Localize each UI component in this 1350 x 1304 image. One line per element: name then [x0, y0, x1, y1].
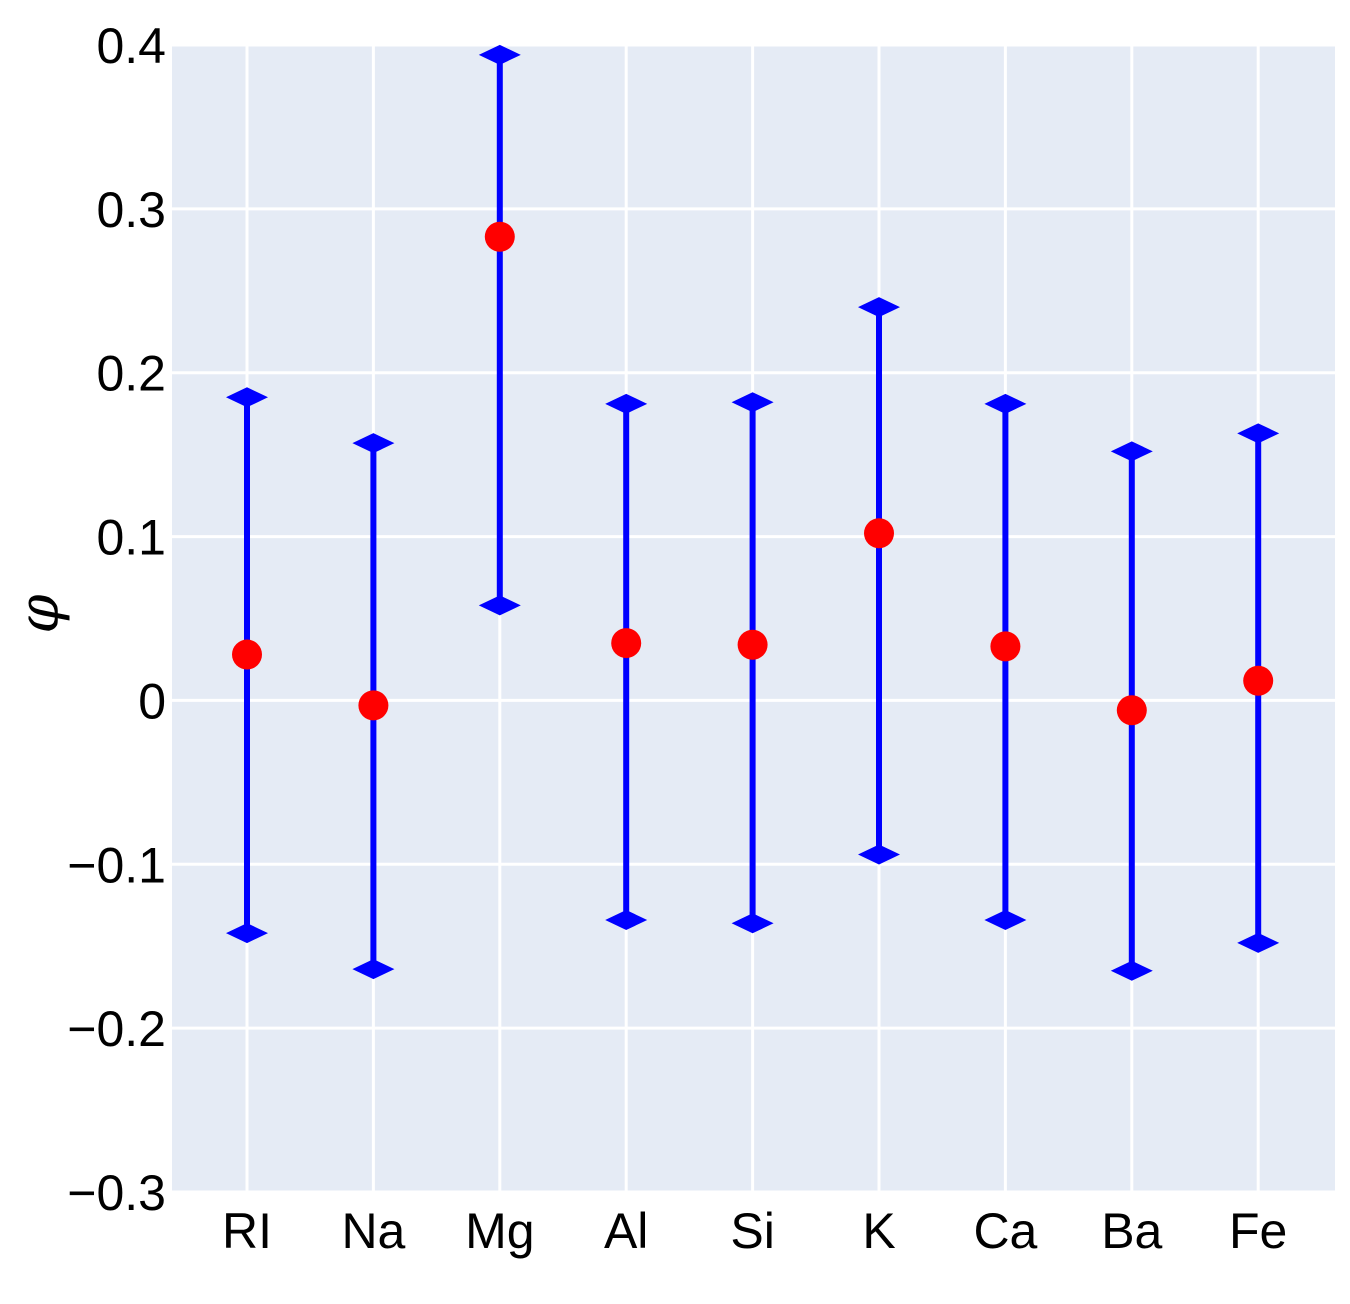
- x-tick-label: K: [862, 1203, 895, 1259]
- x-tick-label: Na: [341, 1203, 405, 1259]
- y-axis-ticks: 0.4 0.3 0.2 0.1 0 −0.1 −0.2 −0.3: [67, 18, 166, 1221]
- error-cap-lower: [731, 913, 774, 934]
- x-tick-label: Fe: [1229, 1203, 1287, 1259]
- data-point: [864, 518, 894, 549]
- error-cap-upper: [605, 393, 648, 414]
- error-cap-lower: [478, 595, 521, 616]
- y-tick-label: −0.2: [67, 1001, 166, 1057]
- error-cap-upper: [1110, 441, 1153, 462]
- y-tick-label: 0: [138, 673, 166, 729]
- error-cap-lower: [984, 909, 1027, 930]
- y-tick-label: 0.1: [96, 510, 166, 566]
- data-point: [611, 628, 642, 659]
- x-tick-label: Mg: [465, 1203, 534, 1259]
- x-tick-label: Ca: [973, 1203, 1037, 1259]
- data-point: [1116, 695, 1147, 726]
- error-cap-upper: [478, 44, 521, 65]
- error-cap-upper: [1237, 423, 1280, 444]
- error-cap-upper: [984, 393, 1027, 414]
- error-cap-lower: [1237, 932, 1280, 953]
- error-cap-upper: [858, 297, 900, 318]
- error-cap-lower: [1110, 960, 1153, 981]
- error-cap-lower: [226, 923, 268, 944]
- data-point: [990, 631, 1021, 662]
- x-tick-label: Al: [604, 1203, 648, 1259]
- series-error-bars: [226, 44, 1280, 981]
- error-cap-upper: [731, 392, 774, 413]
- x-tick-label: Si: [730, 1203, 774, 1259]
- y-tick-label: 0.2: [96, 346, 166, 402]
- error-cap-lower: [352, 959, 395, 980]
- data-point: [484, 221, 515, 252]
- y-axis-label: φ: [7, 594, 72, 633]
- x-tick-label: Ba: [1101, 1203, 1162, 1259]
- error-cap-upper: [226, 387, 268, 408]
- y-tick-label: 0.3: [96, 182, 166, 238]
- x-axis-ticks: RI Na Mg Al Si K Ca Ba Fe: [222, 1203, 1287, 1259]
- error-cap-lower: [858, 844, 900, 865]
- y-tick-label: 0.4: [96, 18, 166, 74]
- data-point: [737, 629, 768, 660]
- data-point: [232, 639, 262, 670]
- y-tick-label: −0.3: [67, 1165, 166, 1221]
- x-tick-label: RI: [222, 1203, 272, 1259]
- error-cap-upper: [352, 433, 395, 454]
- error-cap-lower: [605, 909, 648, 930]
- data-point: [358, 690, 389, 721]
- data-point: [1243, 665, 1274, 696]
- y-tick-label: −0.1: [67, 837, 166, 893]
